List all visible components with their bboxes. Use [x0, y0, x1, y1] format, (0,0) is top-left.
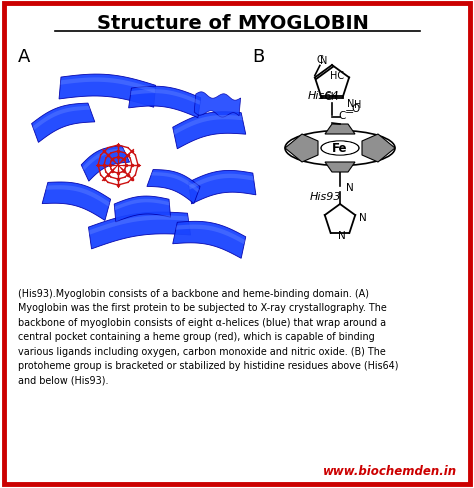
- Text: N: N: [337, 230, 345, 241]
- Polygon shape: [60, 78, 155, 94]
- Text: O: O: [352, 104, 360, 114]
- Polygon shape: [189, 174, 254, 190]
- Polygon shape: [147, 170, 200, 204]
- Text: MYOGLOBIN: MYOGLOBIN: [237, 15, 369, 34]
- Text: www.biochemden.in: www.biochemden.in: [323, 465, 457, 478]
- Ellipse shape: [322, 142, 358, 155]
- Polygon shape: [114, 197, 171, 223]
- Ellipse shape: [321, 142, 359, 156]
- Text: H: H: [354, 100, 361, 109]
- Polygon shape: [46, 186, 110, 207]
- Text: C: C: [338, 111, 346, 121]
- Text: His64: His64: [308, 91, 339, 101]
- Polygon shape: [285, 135, 318, 163]
- Polygon shape: [151, 173, 199, 193]
- Text: N: N: [359, 213, 367, 223]
- Polygon shape: [173, 222, 246, 259]
- Polygon shape: [176, 225, 245, 245]
- Polygon shape: [82, 149, 125, 171]
- Text: A: A: [18, 48, 30, 66]
- Polygon shape: [173, 113, 246, 149]
- Text: Structure of: Structure of: [97, 15, 237, 34]
- Text: C: C: [317, 55, 323, 65]
- Polygon shape: [81, 146, 129, 182]
- Text: B: B: [252, 48, 264, 66]
- Text: His93: His93: [310, 192, 341, 202]
- Text: CH: CH: [324, 91, 338, 102]
- Polygon shape: [32, 104, 95, 143]
- Polygon shape: [194, 93, 241, 118]
- Text: N: N: [346, 183, 354, 193]
- Polygon shape: [128, 87, 201, 119]
- Polygon shape: [189, 171, 256, 204]
- Polygon shape: [362, 135, 395, 163]
- Polygon shape: [89, 213, 191, 249]
- Text: =: =: [346, 107, 355, 117]
- Polygon shape: [59, 75, 155, 108]
- Text: N: N: [320, 56, 328, 66]
- Text: (His93).Myoglobin consists of a backbone and heme-binding domain. (A)
Myoglobin : (His93).Myoglobin consists of a backbone…: [18, 288, 399, 385]
- Text: N: N: [347, 99, 354, 108]
- Polygon shape: [89, 216, 189, 235]
- Polygon shape: [33, 107, 91, 131]
- Polygon shape: [114, 199, 170, 211]
- Text: HC: HC: [330, 71, 344, 81]
- Polygon shape: [325, 125, 355, 135]
- Polygon shape: [130, 90, 201, 105]
- Polygon shape: [42, 183, 110, 221]
- Ellipse shape: [285, 131, 395, 166]
- Polygon shape: [325, 163, 355, 173]
- Text: Fe: Fe: [332, 142, 348, 155]
- Polygon shape: [173, 116, 243, 136]
